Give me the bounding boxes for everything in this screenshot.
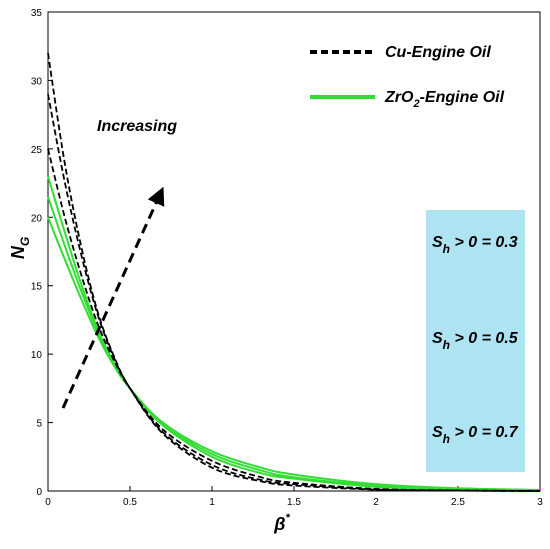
legend-label-zro2: ZrO2-Engine Oil (384, 89, 505, 110)
increasing-label: Increasing (97, 118, 177, 135)
x-axis-title: β* (273, 512, 290, 534)
info-line-1: Sh > 0 = 0.3 (432, 234, 518, 256)
legend: Cu-Engine Oil ZrO2-Engine Oil (310, 44, 505, 110)
x-tick-label: 1.5 (287, 497, 301, 508)
y-tick-label: 35 (31, 8, 43, 19)
info-line-3: Sh > 0 = 0.7 (432, 424, 519, 446)
info-box (426, 210, 525, 472)
info-box-text: Sh > 0 = 0.3 Sh > 0 = 0.5 Sh > 0 = 0.7 (432, 234, 519, 446)
y-tick-label: 0 (36, 487, 42, 498)
y-tick-label: 30 (31, 76, 43, 87)
series-line-cu-engine-oil (47, 93, 541, 492)
info-line-2: Sh > 0 = 0.5 (432, 330, 519, 352)
x-tick-label: 2.5 (451, 497, 465, 508)
y-tick-label: 20 (31, 213, 43, 224)
y-tick-label: 25 (31, 145, 43, 156)
x-tick-label: 0 (45, 497, 51, 508)
series-layer (47, 52, 541, 492)
y-tick-label: 5 (36, 419, 42, 430)
y-axis-title: NG (8, 237, 32, 259)
series-line-cu-engine-oil (47, 148, 541, 492)
x-tick-label: 2 (373, 497, 379, 508)
y-tick-label: 10 (31, 350, 43, 361)
x-tick-label: 3 (537, 497, 543, 508)
x-tick-label: 1 (209, 497, 215, 508)
y-tick-label: 15 (31, 282, 43, 293)
series-line-zro2-engine-oil (47, 196, 541, 492)
increasing-arrow (61, 186, 165, 409)
legend-label-cu: Cu-Engine Oil (385, 44, 491, 61)
series-line-zro2-engine-oil (47, 175, 541, 492)
series-line-zro2-engine-oil (47, 216, 541, 491)
x-tick-label: 0.5 (123, 497, 137, 508)
